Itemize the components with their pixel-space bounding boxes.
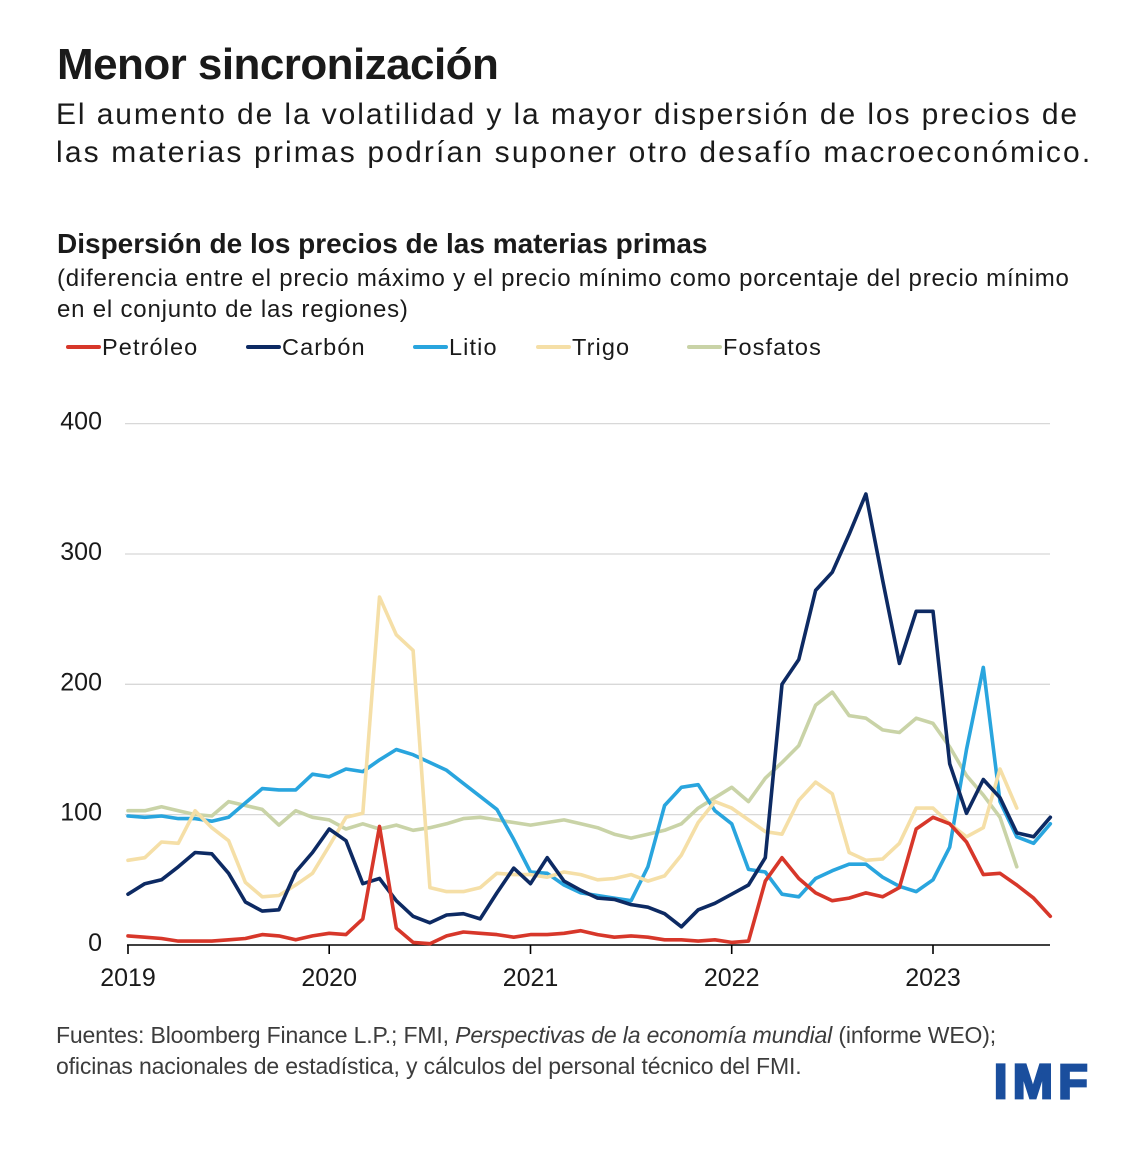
svg-text:2022: 2022 <box>704 964 760 992</box>
svg-text:2021: 2021 <box>503 964 559 992</box>
svg-text:2023: 2023 <box>905 964 961 992</box>
svg-text:2019: 2019 <box>100 964 156 992</box>
svg-text:100: 100 <box>60 799 102 827</box>
svg-text:200: 200 <box>60 668 102 696</box>
svg-text:0: 0 <box>88 929 102 957</box>
svg-text:400: 400 <box>60 408 102 436</box>
svg-text:2020: 2020 <box>301 964 357 992</box>
svg-text:300: 300 <box>60 538 102 566</box>
